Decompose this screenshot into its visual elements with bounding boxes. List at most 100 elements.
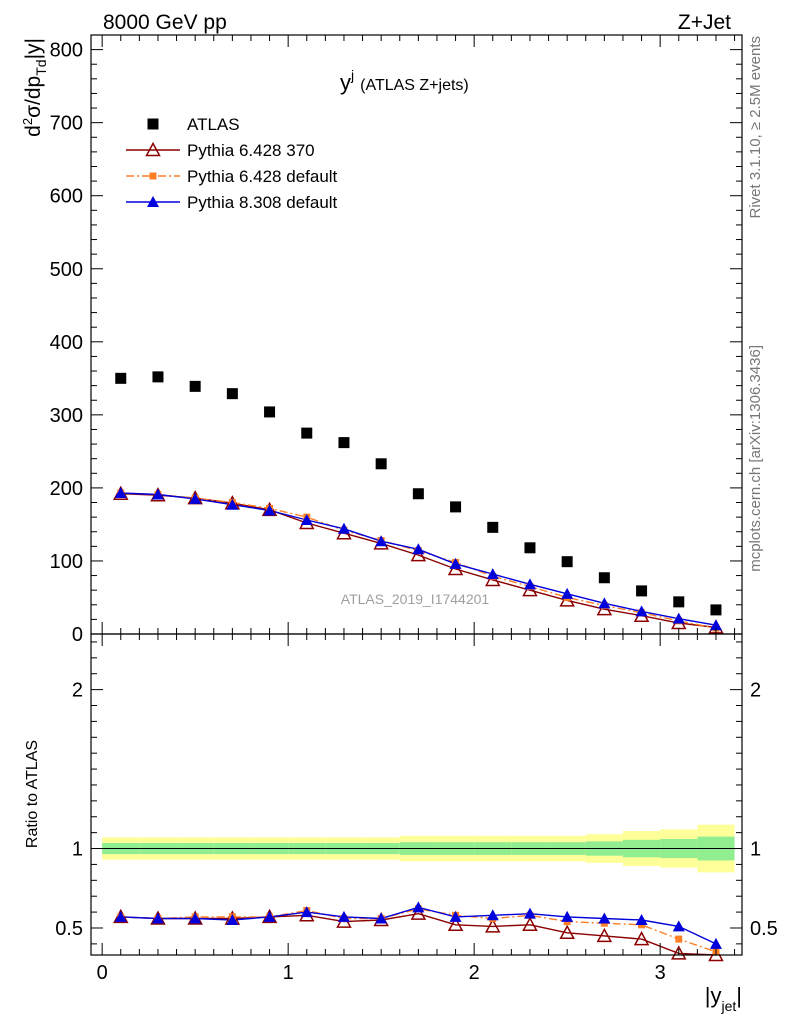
header-left: 8000 GeV pp	[103, 11, 227, 34]
main-point-atlas	[598, 572, 610, 584]
header-right: Z+Jet	[678, 11, 731, 34]
main-point-pythia-8-308-default	[486, 568, 499, 580]
x-tick-label: 1	[283, 962, 294, 984]
ratio-y-axis-label: Ratio to ATLAS	[24, 740, 41, 848]
main-point-atlas	[338, 437, 350, 449]
ratio-frame	[90, 633, 743, 956]
main-point-pythia-8-308-default	[114, 487, 127, 499]
ratio-y-tick-label: 2	[72, 680, 83, 702]
main-point-atlas	[561, 556, 573, 568]
ratio-point-pythia-8-308-default	[189, 912, 202, 924]
legend-marker-pythia-6-428-default	[149, 172, 157, 180]
ratio-point-pythia-8-308-default	[375, 912, 388, 924]
main-y-axis-label: d2σ/dpTd|y|	[20, 38, 49, 137]
main-y-tick-label: 500	[50, 259, 83, 281]
ratio-point-pythia-6-428-370	[410, 905, 427, 920]
legend-marker-atlas	[147, 118, 159, 130]
ratio-point-pythia-8-308-default	[226, 914, 239, 926]
main-point-pythia-8-308-default	[189, 492, 202, 504]
ratio-point-pythia-8-308-default	[151, 912, 164, 924]
main-point-atlas	[264, 406, 276, 418]
main-point-atlas	[301, 427, 313, 439]
plot-title: yj(ATLAS Z+jets)	[340, 67, 469, 95]
ratio-point-pythia-8-308-default	[709, 937, 722, 949]
ratio-uncertainty-bands	[91, 824, 742, 873]
ratio-point-pythia-8-308-default	[412, 901, 425, 913]
main-point-atlas	[115, 372, 127, 384]
x-axis-label: |yjet|	[705, 983, 742, 1014]
main-point-atlas	[524, 542, 536, 554]
ratio-point-pythia-6-428-370	[447, 916, 464, 932]
main-point-atlas	[450, 501, 462, 513]
main-point-pythia-8-308-default	[300, 514, 313, 526]
legend-label-pythia-6-428-default: Pythia 6.428 default	[187, 167, 338, 186]
main-y-tick-label: 600	[50, 186, 83, 208]
main-point-atlas	[710, 604, 722, 616]
legend-marker-pythia-6-428-370	[145, 141, 161, 157]
main-y-tick-label: 800	[50, 40, 83, 62]
ratio-point-pythia-6-428-370	[671, 945, 687, 960]
ratio-point-pythia-8-308-default	[300, 906, 313, 918]
ratio-point-pythia-8-308-default	[561, 910, 574, 922]
main-y-tick-label: 400	[50, 332, 83, 354]
ratio-point-pythia-8-308-default	[672, 920, 685, 932]
ratio-y-tick-label-right: 2	[750, 680, 761, 702]
legend-marker-pythia-8-308-default	[147, 196, 159, 207]
main-point-atlas	[152, 371, 164, 383]
ratio-point-pythia-6-428-370	[596, 927, 613, 943]
main-point-atlas	[189, 380, 201, 392]
main-point-pythia-8-308-default	[226, 498, 239, 510]
ratio-point-pythia-8-308-default	[114, 910, 127, 922]
ratio-series-lines	[120, 906, 717, 956]
x-tick-label: 2	[469, 962, 480, 984]
ratio-point-pythia-8-308-default	[598, 912, 611, 924]
main-point-pythia-8-308-default	[598, 597, 611, 609]
legend-label-pythia-6-428-370: Pythia 6.428 370	[187, 141, 315, 160]
legend-label-atlas: ATLAS	[187, 115, 240, 134]
analysis-watermark: ATLAS_2019_I1744201	[341, 591, 490, 607]
main-point-pythia-8-308-default	[561, 587, 574, 599]
main-point-pythia-8-308-default	[635, 605, 648, 617]
main-point-pythia-8-308-default	[151, 488, 164, 500]
ratio-axes: 0 1 2 3 0.5 0.5 1 1 2 2	[55, 633, 778, 984]
main-point-atlas	[412, 488, 424, 500]
main-point-pythia-8-308-default	[672, 612, 685, 624]
main-y-tick-label: 0	[72, 624, 83, 646]
ratio-line-pythia-6-428-370	[120, 912, 717, 956]
legend: ATLAS Pythia 6.428 370 Pythia 6.428 defaul…	[126, 115, 338, 212]
ratio-point-pythia-8-308-default	[449, 910, 462, 922]
main-y-tick-label: 200	[50, 478, 83, 500]
mcplots-label: mcplots.cern.ch [arXiv:1306.3436]	[747, 345, 764, 572]
ratio-point-pythia-8-308-default	[635, 914, 648, 926]
ratio-line-pythia-6-428-default	[120, 908, 717, 953]
main-point-pythia-8-308-default	[375, 535, 388, 547]
ratio-point-pythia-6-428-370	[559, 924, 575, 940]
ratio-point-pythia-8-308-default	[486, 909, 499, 921]
legend-label-pythia-8-308-default: Pythia 8.308 default	[187, 193, 338, 212]
main-point-pythia-8-308-default	[523, 578, 536, 590]
ratio-point-pythia-6-428-default	[675, 935, 683, 943]
main-point-pythia-8-308-default	[263, 504, 276, 516]
ratio-y-tick-label-right: 1	[750, 839, 761, 861]
main-point-pythia-8-308-default	[337, 522, 350, 534]
main-point-pythia-6-428-370	[410, 547, 427, 562]
ratio-point-pythia-8-308-default	[337, 910, 350, 922]
main-point-pythia-8-308-default	[449, 557, 462, 569]
main-series-markers	[113, 371, 724, 634]
main-point-atlas	[636, 585, 648, 597]
main-point-pythia-8-308-default	[709, 619, 722, 631]
main-y-tick-label: 100	[50, 551, 83, 573]
ratio-y-tick-label-right: 0.5	[750, 918, 778, 940]
main-point-atlas	[487, 521, 499, 533]
ratio-y-tick-label: 1	[72, 839, 83, 861]
ratio-series-markers	[113, 901, 724, 962]
ratio-point-pythia-6-428-370	[633, 931, 650, 946]
main-point-atlas	[673, 596, 685, 608]
main-axes: 0 100 200 300 400 500 600 700 800	[50, 34, 743, 646]
rivet-label: Rivet 3.1.10, ≥ 2.5M events	[747, 36, 764, 219]
main-point-pythia-8-308-default	[412, 543, 425, 555]
ratio-point-pythia-8-308-default	[523, 907, 536, 919]
ratio-point-pythia-6-428-370	[522, 916, 538, 932]
ratio-point-pythia-6-428-370	[485, 918, 501, 933]
